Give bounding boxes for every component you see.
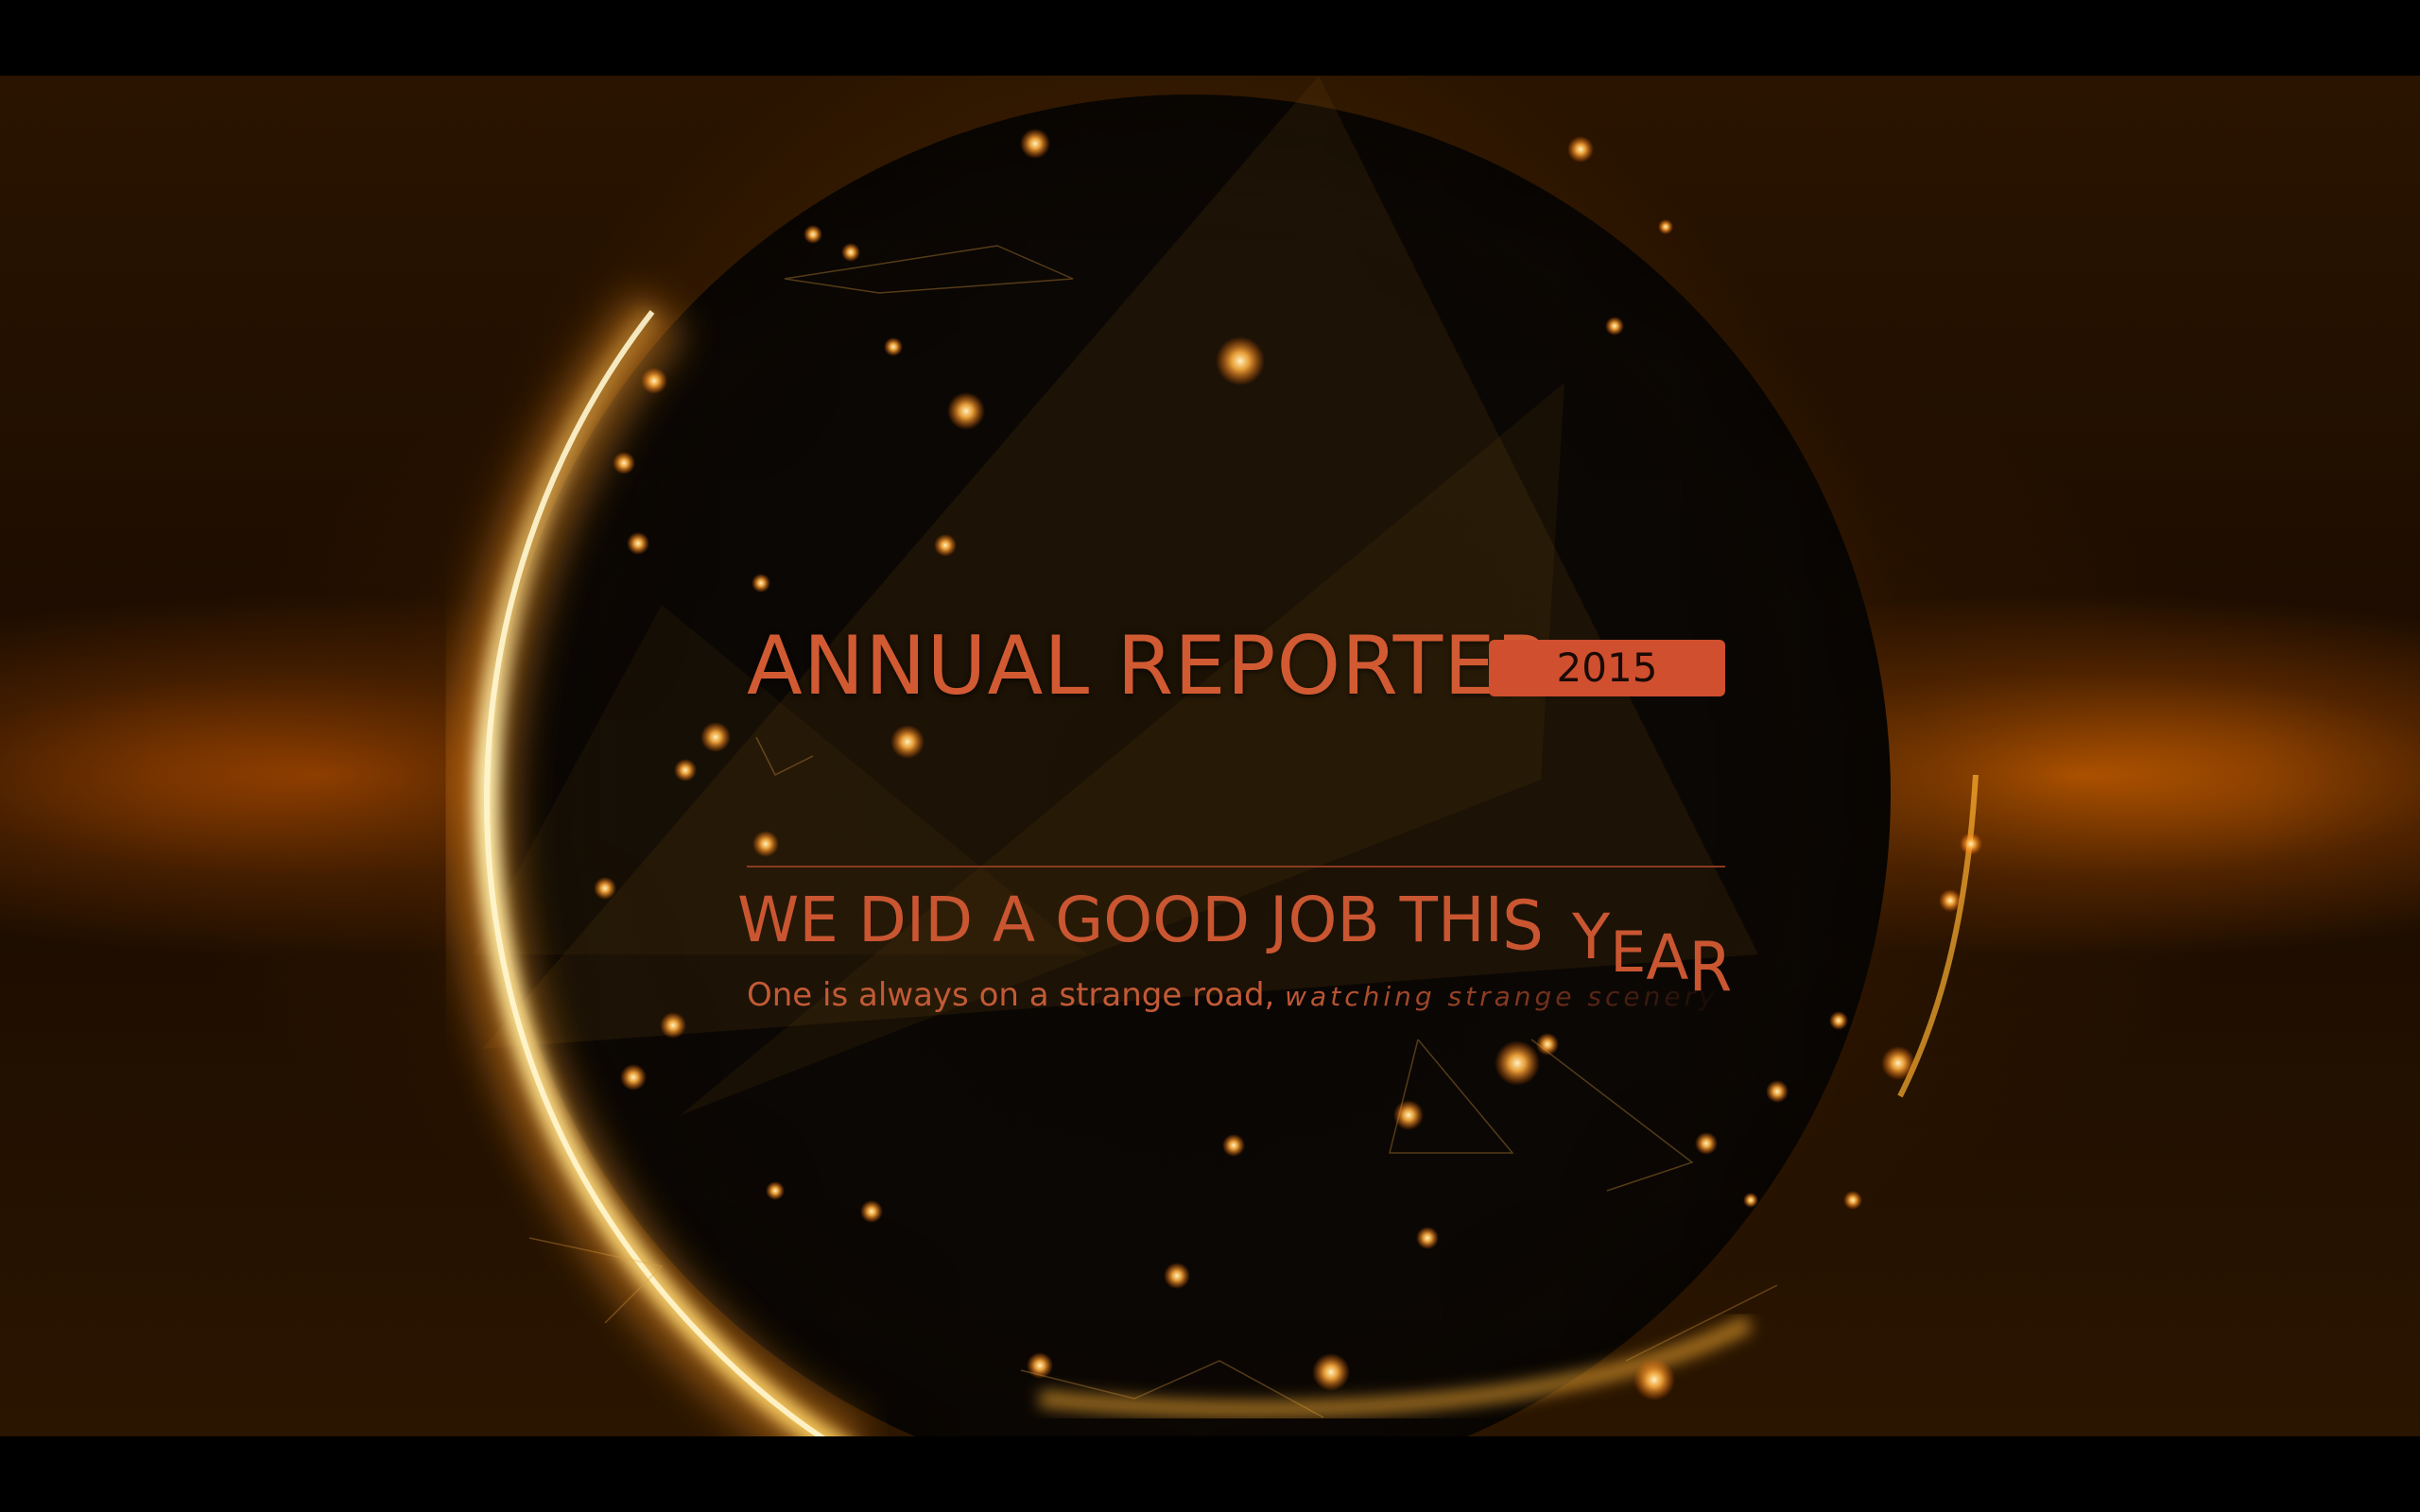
slide-tagline: One is always on a strange road, watchin… bbox=[747, 976, 1719, 1014]
triangle-shape bbox=[681, 383, 1564, 1115]
presentation-slide: ANNUAL REPORTER 2015 WE DID A GOOD JOB T… bbox=[0, 76, 2420, 1436]
spark-particles bbox=[594, 129, 1982, 1400]
ring-highlight bbox=[484, 310, 826, 1436]
slide-title: ANNUAL REPORTER bbox=[747, 619, 1554, 713]
dark-disc bbox=[492, 94, 1891, 1436]
letterbox-bottom bbox=[0, 1436, 2420, 1512]
subtitle-letter-a: A bbox=[1646, 921, 1689, 994]
triangle-shape bbox=[482, 76, 1758, 1049]
network-lines bbox=[528, 245, 1778, 1418]
year-badge: 2015 bbox=[1489, 640, 1725, 696]
subtitle-letter-y: Y bbox=[1571, 901, 1611, 973]
subtitle-letter-s: S bbox=[1502, 885, 1545, 966]
tagline-tail: watching strange scenery bbox=[1285, 981, 1719, 1012]
ring-right bbox=[1897, 774, 1979, 1098]
subtitle-letter-r: R bbox=[1688, 927, 1733, 1007]
slide-subtitle: WE DID A GOOD JOB THIS YEAR bbox=[737, 884, 1777, 1007]
title-divider bbox=[747, 866, 1725, 868]
subtitle-main: WE DID A GOOD JOB THI bbox=[737, 884, 1504, 956]
tagline-text: One is always on a strange road, bbox=[747, 976, 1286, 1014]
subtitle-letter-e: E bbox=[1610, 919, 1647, 986]
decorative-ring bbox=[449, 76, 1982, 1436]
ring-bottom bbox=[1039, 1315, 1754, 1418]
letterbox-top bbox=[0, 0, 2420, 76]
